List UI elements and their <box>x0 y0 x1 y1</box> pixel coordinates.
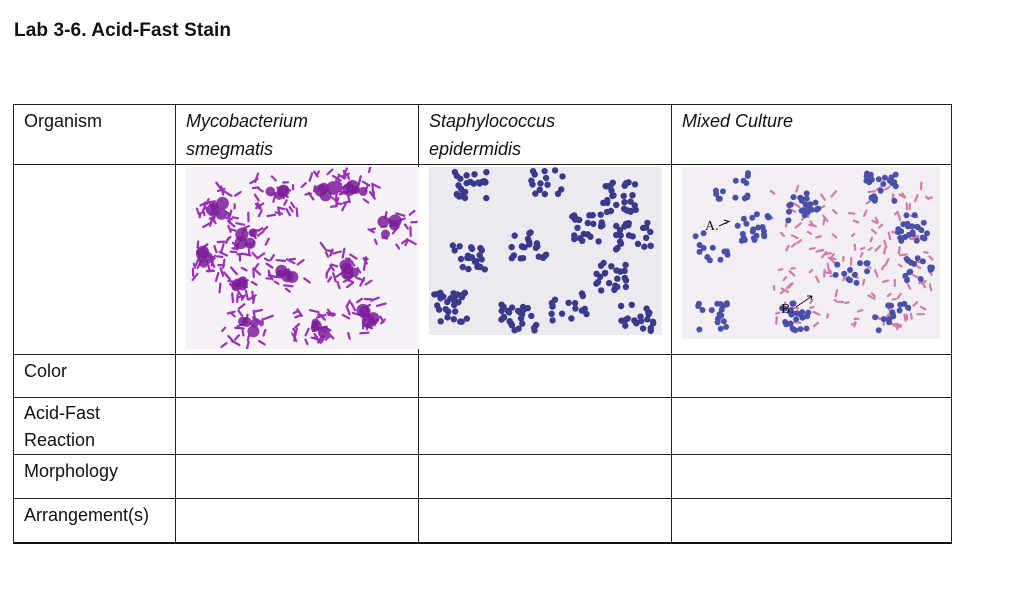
arrangement-cell-3[interactable] <box>671 498 952 544</box>
organism-label: Organism <box>24 111 103 131</box>
mycobacterium-header: Mycobacterium smegmatis <box>175 104 419 165</box>
arrangement-cell-1[interactable] <box>175 498 419 544</box>
mycobacterium-line2: smegmatis <box>186 139 274 159</box>
staphylococcus-micrograph <box>429 167 662 335</box>
acid-fast-cell-2[interactable] <box>418 397 672 455</box>
page-title: Lab 3-6. Acid-Fast Stain <box>14 20 232 41</box>
arrangement-label: Arrangement(s) <box>13 498 176 544</box>
acid-fast-label: Acid-Fast Reaction <box>13 397 176 455</box>
mixed-culture-label: Mixed Culture <box>682 111 794 131</box>
mycobacterium-image-cell <box>175 164 419 355</box>
staphylococcus-line2: epidermidis <box>429 139 522 159</box>
morphology-cell-3[interactable] <box>671 454 952 499</box>
color-cell-3[interactable] <box>671 354 952 398</box>
mycobacterium-micrograph <box>186 167 419 349</box>
image-row: A. B. <box>13 164 952 355</box>
staphylococcus-header: Staphylococcus epidermidis <box>418 104 672 165</box>
mixed-culture-image-cell: A. B. <box>671 164 952 355</box>
header-row: Organism Mycobacterium smegmatis Staphyl… <box>13 104 952 165</box>
acid-fast-line1: Acid-Fast <box>24 403 101 423</box>
staphylococcus-line1: Staphylococcus <box>429 111 556 131</box>
color-cell-2[interactable] <box>418 354 672 398</box>
mixed-culture-micrograph: A. B. <box>682 167 940 339</box>
color-label: Color <box>13 354 176 398</box>
acid-fast-line2: Reaction <box>24 430 96 450</box>
label-a: A. <box>705 219 719 234</box>
morphology-row: Morphology <box>13 454 952 499</box>
acid-fast-cell-1[interactable] <box>175 397 419 455</box>
morphology-cell-1[interactable] <box>175 454 419 499</box>
arrangement-row: Arrangement(s) <box>13 498 952 544</box>
arrangement-cell-2[interactable] <box>418 498 672 544</box>
acid-fast-cell-3[interactable] <box>671 397 952 455</box>
mycobacterium-line1: Mycobacterium <box>186 111 309 131</box>
label-b: B. <box>781 302 794 317</box>
color-row: Color <box>13 354 952 398</box>
organism-header: Organism <box>13 104 176 165</box>
morphology-label: Morphology <box>13 454 176 499</box>
mixed-culture-header: Mixed Culture <box>671 104 952 165</box>
acid-fast-row: Acid-Fast Reaction <box>13 397 952 455</box>
staphylococcus-image-cell <box>418 164 672 355</box>
morphology-cell-2[interactable] <box>418 454 672 499</box>
acid-fast-table: Organism Mycobacterium smegmatis Staphyl… <box>13 104 952 544</box>
image-row-label <box>13 164 176 355</box>
color-cell-1[interactable] <box>175 354 419 398</box>
